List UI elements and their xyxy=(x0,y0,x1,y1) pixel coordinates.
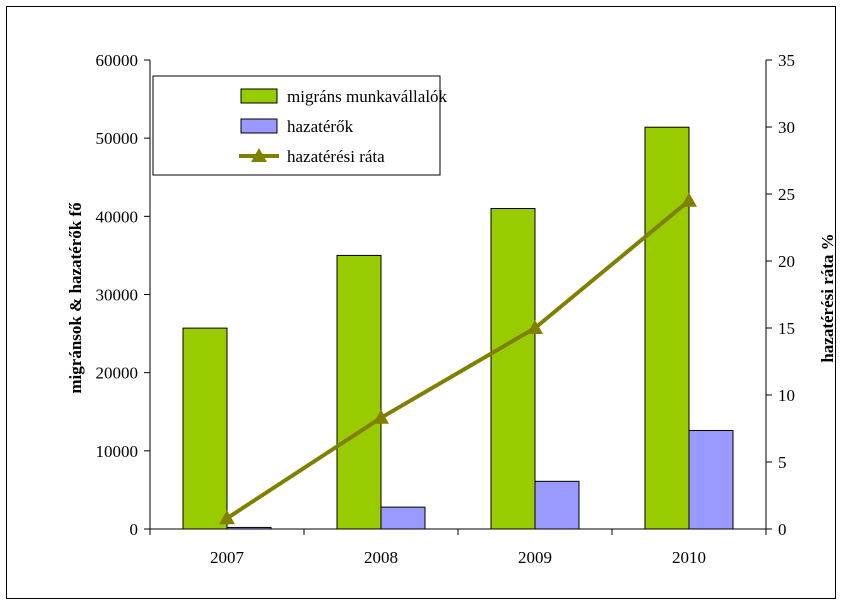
legend-swatch-migrants xyxy=(240,88,278,104)
legend: migráns munkavállalók hazatérők hazatéré… xyxy=(152,75,448,176)
left-tick-label: 50000 xyxy=(96,129,139,148)
point-hazateresi-rata-2007 xyxy=(219,510,235,525)
line-hazateresi-rata xyxy=(225,199,691,520)
x-tick-label-2010: 2010 xyxy=(672,548,706,567)
right-tick-label: 20 xyxy=(778,252,795,271)
x-tick-label-2008: 2008 xyxy=(364,548,398,567)
legend-marker-rate xyxy=(251,148,267,162)
left-axis-title: migránsok & hazatérők fő xyxy=(66,202,85,394)
legend-box xyxy=(152,75,441,176)
right-tick-label: 35 xyxy=(778,51,795,70)
legend-label-rate: hazatérési ráta xyxy=(287,147,385,166)
bar-migráns-munkavállalók-2009 xyxy=(490,208,536,530)
legend-swatch-returnees xyxy=(240,118,278,134)
x-tick-label-2007: 2007 xyxy=(210,548,245,567)
bar-migráns-munkavállalók-2007 xyxy=(182,327,228,530)
left-tick-label: 0 xyxy=(130,520,139,539)
bar-hazatérők-2009 xyxy=(534,480,580,530)
right-tick-label: 5 xyxy=(778,453,787,472)
point-hazateresi-rata-2010 xyxy=(681,192,697,207)
bar-hazatérők-2010 xyxy=(688,430,734,530)
left-tick-label: 30000 xyxy=(96,286,139,305)
point-hazateresi-rata-2008 xyxy=(373,409,389,424)
bar-migráns-munkavállalók-2010 xyxy=(644,126,690,530)
bar-migráns-munkavállalók-2008 xyxy=(336,254,382,530)
right-tick-label: 10 xyxy=(778,386,795,405)
left-tick-label: 10000 xyxy=(96,442,139,461)
legend-label-returnees: hazatérők xyxy=(287,117,354,136)
left-tick-label: 20000 xyxy=(96,364,139,383)
left-tick-label: 40000 xyxy=(96,207,139,226)
right-tick-label: 0 xyxy=(778,520,787,539)
bar-hazatérők-2008 xyxy=(380,506,426,530)
left-tick-label: 60000 xyxy=(96,51,139,70)
right-tick-label: 25 xyxy=(778,185,795,204)
legend-label-migrants: migráns munkavállalók xyxy=(287,87,448,106)
x-tick-label-2009: 2009 xyxy=(518,548,552,567)
right-axis-title: hazatérési ráta % xyxy=(818,233,837,362)
right-tick-label: 15 xyxy=(778,319,795,338)
point-hazateresi-rata-2009 xyxy=(527,320,543,334)
right-tick-label: 30 xyxy=(778,118,795,137)
